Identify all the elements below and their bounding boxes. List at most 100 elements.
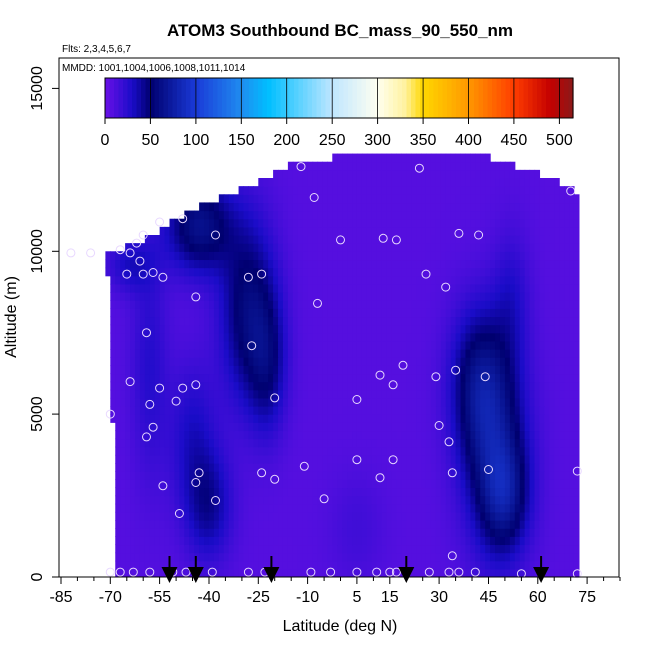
- heat-cell: [347, 292, 353, 301]
- heat-cell: [307, 373, 314, 383]
- heat-cell: [199, 349, 205, 358]
- heat-cell: [376, 316, 383, 326]
- heat-cell: [406, 243, 412, 252]
- heat-cell: [396, 381, 402, 391]
- heat-cell: [273, 487, 279, 497]
- heat-cell: [115, 324, 121, 334]
- colorbar-segment: [303, 78, 309, 118]
- heat-cell: [154, 471, 161, 480]
- heat-cell: [539, 210, 545, 220]
- heat-cell: [144, 373, 151, 383]
- heat-cell: [386, 536, 393, 546]
- heat-cell: [282, 226, 289, 236]
- heat-cell: [347, 560, 353, 570]
- heat-cell: [322, 454, 328, 464]
- heat-cell: [470, 495, 476, 505]
- heat-cell: [490, 243, 496, 252]
- heat-cell: [149, 528, 156, 537]
- heat-cell: [263, 544, 269, 554]
- heat-cell: [573, 528, 580, 537]
- heat-cell: [228, 536, 235, 546]
- heat-cell: [322, 218, 328, 228]
- heat-cell: [416, 251, 422, 261]
- heat-cell: [495, 544, 501, 554]
- heat-cell: [470, 422, 476, 432]
- heat-cell: [411, 283, 417, 293]
- heat-cell: [253, 560, 259, 570]
- heat-cell: [194, 316, 200, 326]
- heat-cell: [347, 153, 353, 163]
- heat-cell: [337, 503, 343, 513]
- heat-cell: [184, 283, 190, 293]
- heat-cell: [490, 373, 496, 383]
- sample-marker: [447, 551, 457, 561]
- heat-cell: [411, 308, 417, 318]
- heat-cell: [465, 292, 471, 301]
- heat-cell: [524, 324, 531, 334]
- heat-cell: [356, 495, 363, 505]
- heat-cell: [233, 365, 240, 375]
- heat-cell: [391, 161, 397, 171]
- heat-cell: [297, 365, 304, 375]
- heat-cell: [450, 552, 457, 562]
- heat-cell: [539, 243, 545, 252]
- heat-cell: [144, 340, 151, 350]
- heat-cell: [233, 324, 240, 334]
- heat-cell: [179, 414, 185, 423]
- heat-cell: [130, 487, 136, 497]
- heat-cell: [144, 365, 151, 375]
- heat-cell: [307, 349, 314, 358]
- heat-cell: [174, 552, 180, 562]
- heat-cell: [564, 463, 570, 472]
- heat-cell: [529, 446, 536, 456]
- heat-cell: [356, 536, 363, 546]
- heat-cell: [253, 251, 259, 261]
- heat-cell: [263, 552, 269, 562]
- heat-cell: [125, 300, 131, 309]
- heat-cell: [130, 552, 136, 562]
- heat-cell: [327, 536, 333, 546]
- heat-cell: [376, 446, 383, 456]
- heat-cell: [154, 349, 161, 358]
- heat-cell: [425, 357, 432, 366]
- heat-cell: [164, 471, 171, 480]
- heat-cell: [352, 397, 358, 407]
- heat-cell: [120, 406, 126, 415]
- y-tick-label: 10000: [29, 229, 46, 274]
- heat-cell: [544, 389, 550, 399]
- heat-cell: [302, 202, 309, 212]
- heat-cell: [411, 316, 417, 326]
- heat-cell: [386, 479, 393, 489]
- heat-cell: [356, 528, 363, 537]
- heat-cell: [199, 275, 205, 285]
- heat-cell: [204, 552, 210, 562]
- heat-cell: [430, 340, 437, 350]
- heat-cell: [480, 332, 486, 342]
- heat-cell: [435, 251, 442, 261]
- heat-cell: [134, 430, 141, 440]
- heat-cell: [169, 560, 176, 570]
- heat-cell: [519, 430, 526, 440]
- heat-cell: [213, 536, 220, 546]
- heat-cell: [282, 169, 289, 179]
- heat-cell: [416, 169, 422, 179]
- heat-cell: [445, 308, 452, 318]
- heat-cell: [243, 471, 250, 480]
- heat-cell: [435, 186, 442, 195]
- heat-cell: [421, 536, 427, 546]
- heat-cell: [381, 471, 388, 480]
- heat-cell: [233, 251, 240, 261]
- heat-cell: [144, 275, 151, 285]
- heat-cell: [332, 438, 338, 448]
- heat-cell: [460, 479, 467, 489]
- heat-cell: [554, 560, 560, 570]
- heat-cell: [396, 251, 402, 261]
- heat-cell: [504, 528, 511, 537]
- heat-cell: [490, 520, 496, 529]
- heat-cell: [366, 471, 373, 480]
- heat-cell: [554, 308, 560, 318]
- heat-cell: [445, 218, 452, 228]
- heat-cell: [273, 210, 279, 220]
- heat-cell: [347, 226, 353, 236]
- heat-cell: [470, 511, 476, 521]
